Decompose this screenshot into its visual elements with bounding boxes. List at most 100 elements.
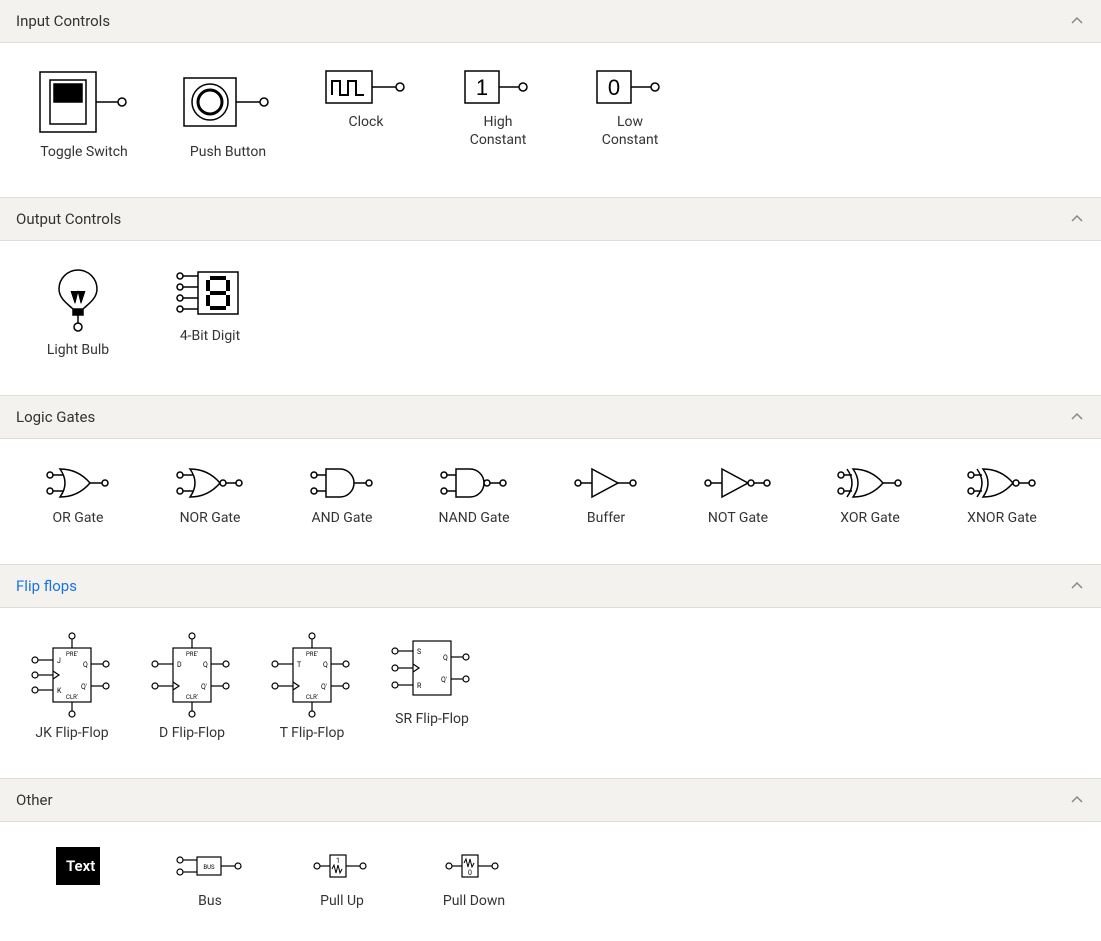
item-push-button[interactable]: Push Button	[160, 67, 296, 161]
item-high-constant[interactable]: 1 High Constant	[436, 67, 560, 161]
svg-text:K: K	[57, 687, 62, 695]
item-buffer[interactable]: Buffer	[544, 463, 668, 527]
nand-gate-icon	[440, 463, 508, 503]
and-gate-icon	[310, 463, 374, 503]
chevron-up-icon	[1069, 13, 1085, 29]
chevron-up-icon	[1069, 409, 1085, 425]
section-header-input-controls[interactable]: Input Controls	[0, 0, 1101, 43]
nor-gate-icon	[176, 463, 244, 503]
jk-flipflop-icon: PRE' CLR' J K Q Q'	[29, 632, 115, 718]
item-label: JK Flip-Flop	[35, 724, 108, 742]
item-bus[interactable]: BUS Bus	[148, 846, 272, 910]
item-text[interactable]: Text	[16, 846, 140, 910]
bus-icon: BUS	[175, 846, 245, 886]
item-nand-gate[interactable]: NAND Gate	[412, 463, 536, 527]
svg-text:Q: Q	[323, 661, 328, 669]
item-label: D Flip-Flop	[159, 724, 225, 742]
svg-text:CLR': CLR'	[306, 694, 318, 701]
item-d-flipflop[interactable]: PRE' CLR' D Q Q' D Flip-Flop	[136, 632, 248, 742]
clock-icon	[324, 67, 408, 107]
t-flipflop-icon: PRE' CLR' T Q Q'	[269, 632, 355, 718]
svg-text:S: S	[417, 648, 421, 656]
item-label: Push Button	[190, 143, 266, 161]
section-body-input-controls: Toggle Switch Push Button	[0, 43, 1101, 197]
item-label: Buffer	[587, 509, 625, 527]
item-t-flipflop[interactable]: PRE' CLR' T Q Q' T Flip-Flop	[256, 632, 368, 742]
item-light-bulb[interactable]: Light Bulb	[16, 265, 140, 359]
section-header-output-controls[interactable]: Output Controls	[0, 197, 1101, 241]
item-4bit-digit[interactable]: 4-Bit Digit	[148, 265, 272, 359]
item-label: NOT Gate	[708, 509, 768, 527]
item-label: Pull Down	[443, 892, 505, 910]
item-and-gate[interactable]: AND Gate	[280, 463, 404, 527]
item-label: High Constant	[470, 113, 527, 149]
light-bulb-icon	[53, 265, 103, 335]
pull-up-icon: 1	[312, 846, 372, 886]
svg-text:J: J	[57, 657, 61, 665]
high-constant-icon: 1	[463, 67, 533, 107]
svg-text:T: T	[297, 661, 302, 669]
item-label: Clock	[349, 113, 384, 131]
push-button-icon	[182, 67, 274, 137]
item-label: T Flip-Flop	[280, 724, 345, 742]
item-label: NAND Gate	[438, 509, 509, 527]
chevron-up-icon	[1069, 211, 1085, 227]
item-jk-flipflop[interactable]: PRE' CLR' J K Q Q' JK Flip-Flop	[16, 632, 128, 742]
svg-text:Q: Q	[203, 661, 208, 669]
item-label	[76, 892, 79, 910]
item-label: NOR Gate	[180, 509, 241, 527]
svg-text:D: D	[177, 661, 182, 669]
svg-text:0: 0	[608, 75, 620, 100]
item-nor-gate[interactable]: NOR Gate	[148, 463, 272, 527]
item-label: Light Bulb	[47, 341, 109, 359]
four-bit-digit-icon	[174, 265, 246, 321]
item-toggle-switch[interactable]: Toggle Switch	[16, 67, 152, 161]
section-title: Flip flops	[16, 577, 77, 595]
svg-text:R: R	[417, 682, 422, 690]
section-title: Output Controls	[16, 210, 121, 228]
item-pull-up[interactable]: 1 Pull Up	[280, 846, 404, 910]
section-title: Input Controls	[16, 12, 110, 30]
svg-text:Q: Q	[443, 654, 448, 662]
section-header-flip-flops[interactable]: Flip flops	[0, 564, 1101, 608]
item-xor-gate[interactable]: XOR Gate	[808, 463, 932, 527]
item-low-constant[interactable]: 0 Low Constant	[568, 67, 692, 161]
item-label: SR Flip-Flop	[395, 710, 469, 728]
section-body-logic-gates: OR Gate NOR Gate	[0, 439, 1101, 563]
xnor-gate-icon	[967, 463, 1037, 503]
section-body-other: Text BUS Bus 1	[0, 822, 1101, 941]
svg-text:PRE': PRE'	[306, 651, 318, 658]
or-gate-icon	[46, 463, 110, 503]
section-header-logic-gates[interactable]: Logic Gates	[0, 395, 1101, 439]
d-flipflop-icon: PRE' CLR' D Q Q'	[149, 632, 235, 718]
svg-text:Q': Q'	[81, 683, 87, 691]
item-label: Bus	[198, 892, 222, 910]
section-body-flip-flops: PRE' CLR' J K Q Q' JK Flip-Flop	[0, 608, 1101, 778]
item-label: OR Gate	[53, 509, 104, 527]
item-sr-flipflop[interactable]: S R Q Q' SR Flip-Flop	[376, 632, 488, 742]
not-gate-icon	[704, 463, 772, 503]
chevron-up-icon	[1069, 792, 1085, 808]
section-header-other[interactable]: Other	[0, 778, 1101, 822]
component-palette[interactable]: Input Controls Toggle Switch	[0, 0, 1101, 941]
item-clock[interactable]: Clock	[304, 67, 428, 161]
item-pull-down[interactable]: 0 Pull Down	[412, 846, 536, 910]
item-not-gate[interactable]: NOT Gate	[676, 463, 800, 527]
svg-text:CLR': CLR'	[66, 694, 78, 701]
svg-text:CLR': CLR'	[186, 694, 198, 701]
text-icon: Text	[56, 846, 100, 886]
section-title: Other	[16, 791, 53, 809]
item-label: Pull Up	[320, 892, 364, 910]
svg-text:PRE': PRE'	[66, 651, 78, 658]
svg-text:PRE': PRE'	[186, 651, 198, 658]
item-label: XNOR Gate	[967, 509, 1037, 527]
item-label: 4-Bit Digit	[180, 327, 240, 345]
item-label: AND Gate	[312, 509, 373, 527]
item-label: Low Constant	[602, 113, 659, 149]
chevron-up-icon	[1069, 578, 1085, 594]
svg-text:Q': Q'	[441, 676, 447, 684]
low-constant-icon: 0	[595, 67, 665, 107]
toggle-switch-icon	[38, 67, 130, 137]
item-xnor-gate[interactable]: XNOR Gate	[940, 463, 1064, 527]
item-or-gate[interactable]: OR Gate	[16, 463, 140, 527]
